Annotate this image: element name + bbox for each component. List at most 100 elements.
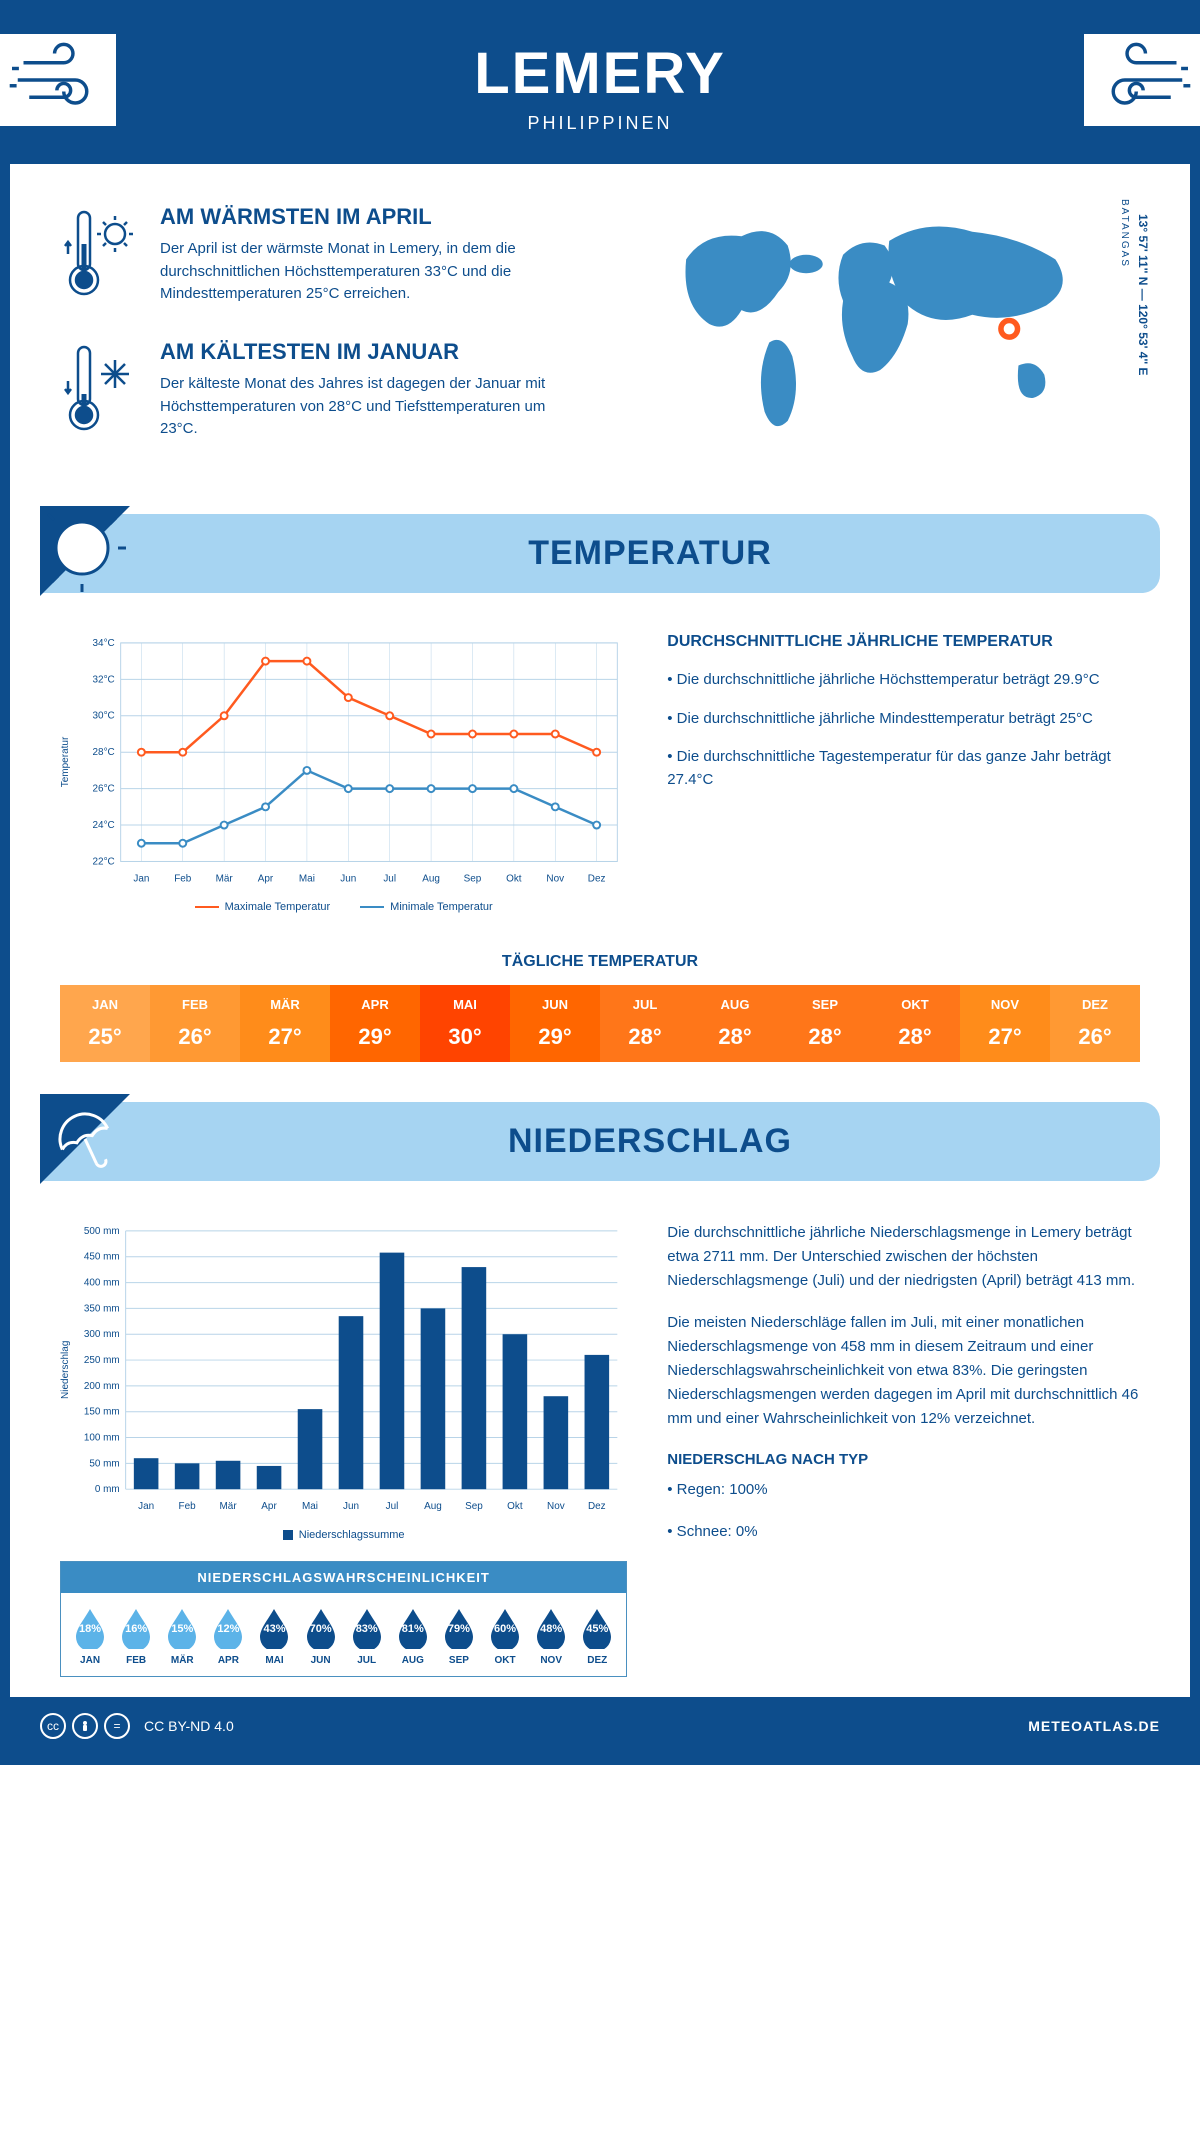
svg-text:28°C: 28°C bbox=[93, 747, 115, 758]
wind-icon-left bbox=[0, 30, 120, 130]
legend-min: Minimale Temperatur bbox=[390, 901, 493, 913]
wind-icon-right bbox=[1080, 30, 1200, 130]
header: LEMERY PHILIPPINEN bbox=[10, 10, 1190, 164]
legend-bar: Niederschlagssumme bbox=[299, 1529, 405, 1541]
sun-icon bbox=[40, 506, 140, 606]
warmest-text: Der April ist der wärmste Monat in Lemer… bbox=[160, 238, 580, 306]
svg-text:Okt: Okt bbox=[506, 873, 522, 884]
temp-cell: SEP28° bbox=[780, 985, 870, 1062]
daily-temp-table: JAN25°FEB26°MÄR27°APR29°MAI30°JUN29°JUL2… bbox=[60, 985, 1140, 1062]
svg-text:Dez: Dez bbox=[588, 1501, 606, 1512]
svg-text:Jul: Jul bbox=[386, 1501, 399, 1512]
svg-text:Mär: Mär bbox=[220, 1501, 238, 1512]
svg-text:500 mm: 500 mm bbox=[84, 1226, 120, 1237]
svg-text:Apr: Apr bbox=[261, 1501, 277, 1512]
svg-text:32°C: 32°C bbox=[93, 674, 115, 685]
precip-probability-box: NIEDERSCHLAGSWAHRSCHEINLICHKEIT 18%JAN16… bbox=[60, 1561, 627, 1677]
svg-text:Jun: Jun bbox=[340, 873, 356, 884]
umbrella-icon bbox=[40, 1094, 140, 1194]
svg-text:Sep: Sep bbox=[464, 873, 482, 884]
prob-cell: 12%APR bbox=[205, 1607, 251, 1666]
precip-type-snow: • Schnee: 0% bbox=[667, 1520, 1140, 1544]
prob-title: NIEDERSCHLAGSWAHRSCHEINLICHKEIT bbox=[61, 1562, 626, 1593]
precip-p1: Die durchschnittliche jährliche Niedersc… bbox=[667, 1221, 1140, 1293]
prob-cell: 70%JUN bbox=[298, 1607, 344, 1666]
svg-text:Feb: Feb bbox=[179, 1501, 197, 1512]
page-subtitle: PHILIPPINEN bbox=[30, 113, 1170, 134]
prob-cell: 48%NOV bbox=[528, 1607, 574, 1666]
footer-brand: METEOATLAS.DE bbox=[1028, 1718, 1160, 1734]
temp-info-p3: • Die durchschnittliche Tagestemperatur … bbox=[667, 746, 1140, 791]
svg-text:200 mm: 200 mm bbox=[84, 1381, 120, 1392]
prob-cell: 45%DEZ bbox=[574, 1607, 620, 1666]
svg-text:Sep: Sep bbox=[465, 1501, 483, 1512]
temp-cell: NOV27° bbox=[960, 985, 1050, 1062]
svg-text:24°C: 24°C bbox=[93, 820, 115, 831]
precip-ylabel: Niederschlag bbox=[60, 1221, 71, 1519]
temp-cell: FEB26° bbox=[150, 985, 240, 1062]
svg-text:Jun: Jun bbox=[343, 1501, 359, 1512]
temp-info-p2: • Die durchschnittliche jährliche Mindes… bbox=[667, 708, 1140, 731]
svg-text:Mai: Mai bbox=[299, 873, 315, 884]
temp-cell: MAI30° bbox=[420, 985, 510, 1062]
svg-text:300 mm: 300 mm bbox=[84, 1329, 120, 1340]
by-icon bbox=[72, 1713, 98, 1739]
temp-cell: OKT28° bbox=[870, 985, 960, 1062]
warmest-fact: AM WÄRMSTEN IM APRIL Der April ist der w… bbox=[60, 204, 580, 309]
temp-cell: APR29° bbox=[330, 985, 420, 1062]
prob-cell: 43%MAI bbox=[251, 1607, 297, 1666]
precip-bar-chart: 0 mm50 mm100 mm150 mm200 mm250 mm300 mm3… bbox=[71, 1221, 627, 1519]
temperature-banner: TEMPERATUR bbox=[40, 514, 1160, 593]
svg-text:Jul: Jul bbox=[383, 873, 396, 884]
precip-legend: Niederschlagssumme bbox=[60, 1529, 627, 1541]
precip-type-heading: NIEDERSCHLAG NACH TYP bbox=[667, 1451, 1140, 1468]
svg-text:Aug: Aug bbox=[424, 1501, 442, 1512]
precip-p2: Die meisten Niederschläge fallen im Juli… bbox=[667, 1311, 1140, 1431]
temperature-line-chart: 22°C24°C26°C28°C30°C32°C34°CJanFebMärApr… bbox=[71, 633, 627, 891]
temp-cell: AUG28° bbox=[690, 985, 780, 1062]
intro-section: AM WÄRMSTEN IM APRIL Der April ist der w… bbox=[10, 164, 1190, 514]
license-text: CC BY-ND 4.0 bbox=[144, 1718, 234, 1734]
infographic-page: LEMERY PHILIPPINEN bbox=[0, 0, 1200, 1765]
page-title: LEMERY bbox=[30, 40, 1170, 107]
svg-text:Mai: Mai bbox=[302, 1501, 318, 1512]
temp-info-heading: DURCHSCHNITTLICHE JÄHRLICHE TEMPERATUR bbox=[667, 633, 1140, 651]
prob-cell: 16%FEB bbox=[113, 1607, 159, 1666]
temp-cell: JUN29° bbox=[510, 985, 600, 1062]
temp-cell: MÄR27° bbox=[240, 985, 330, 1062]
svg-text:350 mm: 350 mm bbox=[84, 1304, 120, 1315]
temp-cell: JUL28° bbox=[600, 985, 690, 1062]
daily-temp-title: TÄGLICHE TEMPERATUR bbox=[10, 953, 1190, 971]
svg-text:250 mm: 250 mm bbox=[84, 1355, 120, 1366]
thermometer-snow-icon bbox=[60, 339, 140, 444]
svg-text:Feb: Feb bbox=[174, 873, 192, 884]
svg-text:0 mm: 0 mm bbox=[95, 1484, 120, 1495]
svg-text:26°C: 26°C bbox=[93, 784, 115, 795]
nd-icon: = bbox=[104, 1713, 130, 1739]
temperature-heading: TEMPERATUR bbox=[160, 534, 1140, 573]
prob-cell: 15%MÄR bbox=[159, 1607, 205, 1666]
license-block: cc = CC BY-ND 4.0 bbox=[40, 1713, 234, 1739]
coldest-title: AM KÄLTESTEN IM JANUAR bbox=[160, 339, 580, 365]
svg-text:Aug: Aug bbox=[422, 873, 440, 884]
prob-cell: 81%AUG bbox=[390, 1607, 436, 1666]
footer: cc = CC BY-ND 4.0 METEOATLAS.DE bbox=[10, 1697, 1190, 1755]
thermometer-sun-icon bbox=[60, 204, 140, 309]
coldest-fact: AM KÄLTESTEN IM JANUAR Der kälteste Mona… bbox=[60, 339, 580, 444]
svg-text:Jan: Jan bbox=[133, 873, 149, 884]
precip-banner: NIEDERSCHLAG bbox=[40, 1102, 1160, 1181]
coldest-text: Der kälteste Monat des Jahres ist dagege… bbox=[160, 373, 580, 441]
svg-text:30°C: 30°C bbox=[93, 711, 115, 722]
svg-text:Nov: Nov bbox=[546, 873, 564, 884]
temperature-section: Temperatur 22°C24°C26°C28°C30°C32°C34°CJ… bbox=[10, 593, 1190, 933]
precip-type-rain: • Regen: 100% bbox=[667, 1478, 1140, 1502]
svg-text:50 mm: 50 mm bbox=[89, 1459, 119, 1470]
legend-max: Maximale Temperatur bbox=[225, 901, 331, 913]
prob-cell: 83%JUL bbox=[344, 1607, 390, 1666]
svg-text:Dez: Dez bbox=[588, 873, 606, 884]
prob-cell: 18%JAN bbox=[67, 1607, 113, 1666]
world-map bbox=[620, 204, 1140, 444]
precip-heading: NIEDERSCHLAG bbox=[160, 1122, 1140, 1161]
precip-section: Niederschlag 0 mm50 mm100 mm150 mm200 mm… bbox=[10, 1181, 1190, 1697]
svg-text:100 mm: 100 mm bbox=[84, 1433, 120, 1444]
